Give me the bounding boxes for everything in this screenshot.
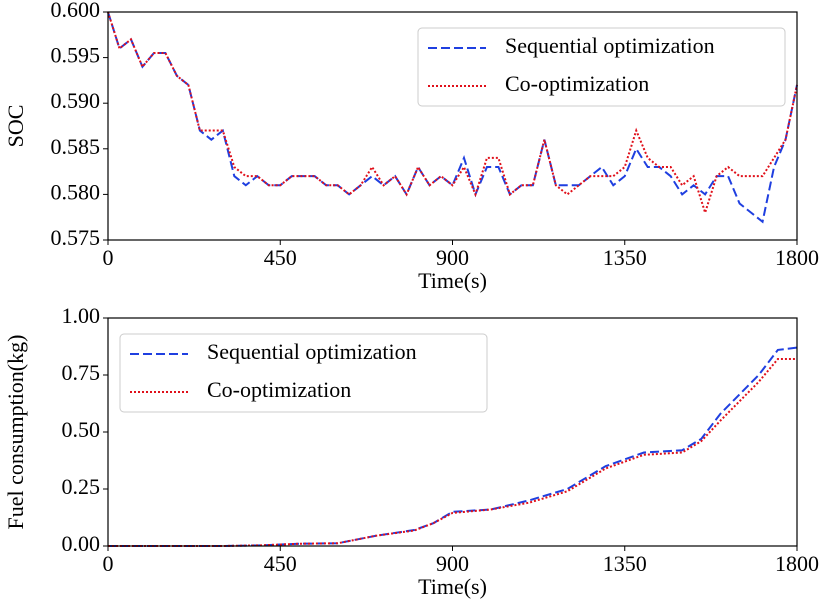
x-tick-label: 1800 [775,551,819,576]
y-tick-label: 1.00 [62,303,101,328]
y-tick-label: 0.00 [62,531,101,556]
x-tick-label: 1350 [603,245,647,270]
y-tick-label: 0.50 [62,417,101,442]
y-axis-label: SOC [3,105,28,148]
legend-box [417,27,786,107]
x-axis-label: Time(s) [418,268,487,293]
y-tick-label: 0.25 [62,474,101,499]
y-axis-label: Fuel consumption(kg) [3,335,28,530]
y-tick-label: 0.595 [51,43,101,68]
x-tick-label: 450 [264,245,297,270]
legend-label: Sequential optimization [207,339,417,364]
y-tick-label: 0.580 [51,179,101,204]
x-tick-label: 1800 [775,245,819,270]
y-tick-label: 0.590 [51,88,101,113]
y-tick-label: 0.575 [51,225,101,250]
series-line [107,11,798,224]
y-tick-label: 0.600 [51,0,101,22]
series-line [107,11,798,216]
x-tick-label: 1350 [603,551,647,576]
x-tick-label: 0 [103,551,114,576]
legend-label: Sequential optimization [505,33,715,58]
y-tick-label: 0.75 [62,360,101,385]
x-tick-label: 0 [103,245,114,270]
legend-label: Co-optimization [207,377,351,402]
x-tick-label: 900 [436,245,469,270]
x-tick-label: 450 [264,551,297,576]
legend-box [119,333,488,413]
x-tick-label: 900 [436,551,469,576]
legend-label: Co-optimization [505,71,649,96]
x-axis-label: Time(s) [418,574,487,599]
y-tick-label: 0.585 [51,134,101,159]
